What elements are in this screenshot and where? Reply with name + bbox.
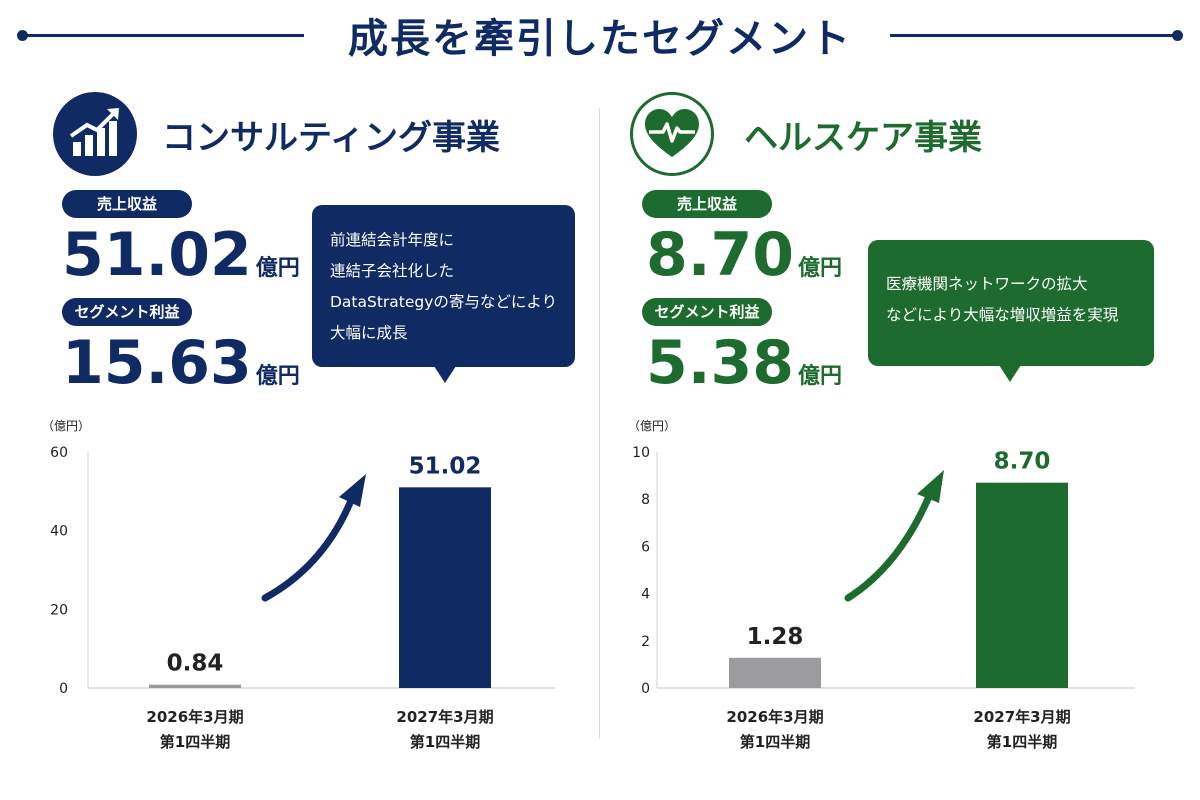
x-category-label: 2027年3月期 bbox=[973, 708, 1070, 726]
consulting-bar-chart: （億円）02040600.842026年3月期第1四半期51.022027年3月… bbox=[42, 419, 555, 751]
healthcare-profit-unit: 億円 bbox=[798, 364, 843, 389]
x-category-label: 2026年3月期 bbox=[146, 708, 243, 726]
growth-arrow-icon bbox=[844, 470, 944, 602]
y-tick-label: 0 bbox=[641, 681, 650, 697]
consulting-callout: 前連結会計年度に 連結子会社化した DataStrategyの寄与などにより 大… bbox=[312, 205, 575, 383]
bar bbox=[149, 684, 241, 688]
consulting-profit: 15.63 億円 bbox=[62, 333, 300, 407]
bar-value-label: 1.28 bbox=[747, 624, 804, 650]
bar bbox=[976, 482, 1068, 688]
consulting-revenue-value: 51.02 bbox=[62, 220, 252, 290]
healthcare-profit-value: 5.38 bbox=[646, 328, 795, 398]
consulting-callout-line: 連結子会社化した bbox=[330, 262, 455, 280]
y-axis-unit-label: （億円） bbox=[628, 419, 676, 433]
callout-tail bbox=[434, 366, 456, 383]
header-rule-left bbox=[22, 34, 304, 37]
healthcare-revenue-value: 8.70 bbox=[646, 220, 795, 290]
bar-value-label: 51.02 bbox=[409, 453, 482, 479]
x-category-label: 第1四半期 bbox=[740, 733, 810, 751]
callout-tail bbox=[999, 365, 1021, 382]
healthcare-bar-chart: （億円）02468101.282026年3月期第1四半期8.702027年3月期… bbox=[628, 419, 1135, 751]
bar-chart-growth-icon bbox=[53, 92, 137, 176]
bar-value-label: 8.70 bbox=[994, 449, 1051, 475]
healthcare-callout-line: などにより大幅な増収増益を実現 bbox=[886, 306, 1119, 324]
x-category-label: 第1四半期 bbox=[160, 733, 230, 751]
y-tick-label: 8 bbox=[641, 492, 650, 508]
y-tick-label: 40 bbox=[50, 524, 68, 540]
panel-divider bbox=[599, 108, 600, 738]
healthcare-callout-line: 医療機関ネットワークの拡大 bbox=[886, 275, 1088, 293]
healthcare-revenue-label: 売上収益 bbox=[642, 190, 772, 218]
x-category-label: 2026年3月期 bbox=[726, 708, 823, 726]
consulting-callout-line: 前連結会計年度に bbox=[330, 231, 455, 249]
healthcare-panel: ヘルスケア事業 売上収益 8.70 億円 セグメント利益 5.38 億円 医療機関ネ… bbox=[600, 0, 1200, 800]
bar-value-label: 0.84 bbox=[167, 651, 224, 677]
x-category-label: 2027年3月期 bbox=[396, 708, 493, 726]
y-tick-label: 0 bbox=[59, 681, 68, 697]
healthcare-title: ヘルスケア事業 bbox=[744, 118, 982, 158]
y-tick-label: 2 bbox=[641, 634, 650, 650]
consulting-callout-line: 大幅に成長 bbox=[330, 324, 408, 342]
y-axis-unit-label: （億円） bbox=[42, 419, 90, 433]
heart-pulse-icon bbox=[630, 92, 714, 176]
healthcare-callout: 医療機関ネットワークの拡大 などにより大幅な増収増益を実現 bbox=[868, 240, 1154, 382]
header-dot-left bbox=[17, 30, 28, 41]
healthcare-revenue-unit: 億円 bbox=[798, 256, 843, 281]
x-category-label: 第1四半期 bbox=[410, 733, 480, 751]
consulting-title: コンサルティング事業 bbox=[162, 118, 500, 158]
healthcare-profit-label: セグメント利益 bbox=[642, 298, 772, 326]
page-title: 成長を牽引したセグメント bbox=[348, 16, 852, 62]
healthcare-revenue: 8.70 億円 bbox=[646, 225, 842, 299]
y-tick-label: 10 bbox=[632, 445, 650, 461]
header-rule-right bbox=[890, 34, 1178, 37]
y-tick-label: 60 bbox=[50, 445, 68, 461]
y-tick-label: 4 bbox=[641, 587, 650, 603]
consulting-revenue-unit: 億円 bbox=[255, 256, 300, 281]
consulting-profit-unit: 億円 bbox=[255, 364, 300, 389]
header-dot-right bbox=[1172, 30, 1183, 41]
consulting-profit-value: 15.63 bbox=[62, 328, 252, 398]
growth-arrow-head bbox=[917, 470, 944, 503]
growth-arrow-shaft bbox=[844, 490, 934, 602]
bar bbox=[729, 657, 821, 688]
growth-arrow-shaft bbox=[261, 494, 356, 602]
x-category-label: 第1四半期 bbox=[987, 733, 1057, 751]
growth-arrow-icon bbox=[261, 474, 366, 602]
growth-arrow-head bbox=[339, 474, 366, 507]
consulting-revenue-label: 売上収益 bbox=[62, 190, 192, 218]
consulting-revenue: 51.02 億円 bbox=[62, 225, 300, 299]
bar bbox=[399, 487, 491, 688]
consulting-profit-label: セグメント利益 bbox=[62, 298, 192, 326]
consulting-callout-line: DataStrategyの寄与などにより bbox=[330, 293, 558, 311]
healthcare-profit: 5.38 億円 bbox=[646, 333, 842, 407]
y-tick-label: 6 bbox=[641, 539, 650, 555]
consulting-panel: コンサルティング事業 売上収益 51.02 億円 セグメント利益 15.63 億円 … bbox=[42, 92, 575, 751]
y-tick-label: 20 bbox=[50, 602, 68, 618]
